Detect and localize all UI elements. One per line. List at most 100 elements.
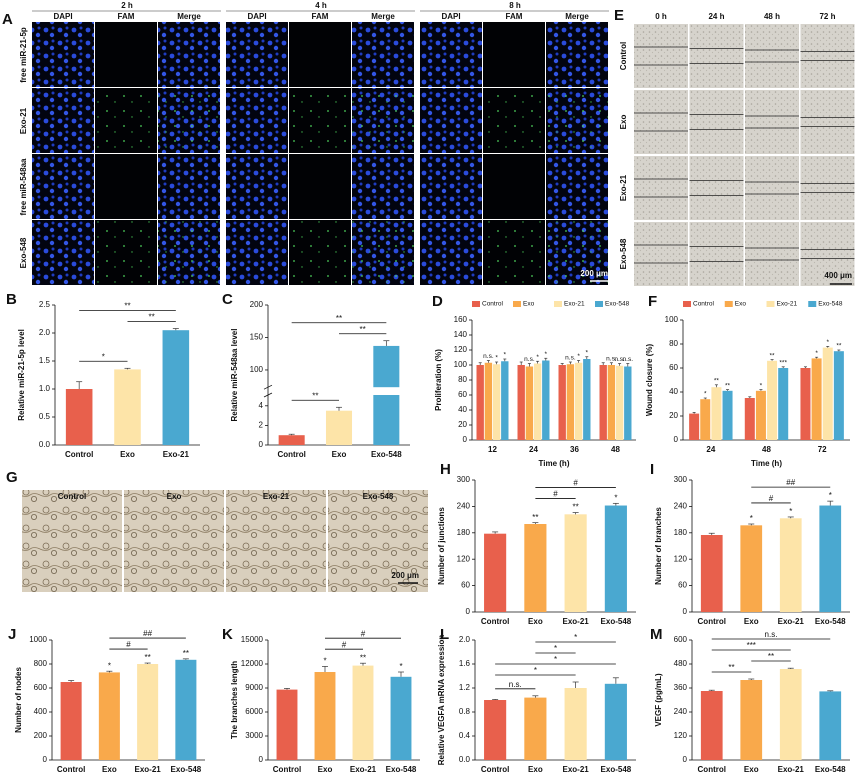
- x-tick-label: Control: [273, 765, 301, 774]
- y-tick-label: 0.5: [39, 412, 51, 421]
- column-label: Exo-548: [363, 492, 394, 501]
- y-tick-label: 360: [674, 683, 688, 692]
- significance-label: *: [789, 507, 792, 516]
- significance-label: **: [360, 325, 366, 334]
- significance-label: *: [504, 352, 507, 359]
- bar: [833, 351, 844, 440]
- significance-label: *: [495, 355, 498, 362]
- scale-bar-label: 400 μm: [824, 271, 852, 280]
- bar: [558, 365, 566, 440]
- significance-label: #: [769, 494, 774, 503]
- bar: [811, 358, 822, 440]
- axis-break: [263, 392, 273, 398]
- bar: [800, 368, 811, 440]
- y-tick-label: 200: [34, 731, 48, 740]
- bar: [566, 364, 575, 440]
- x-tick-label: Exo-21: [163, 450, 190, 459]
- y-tick-label: 60: [458, 390, 467, 399]
- legend-label: Control: [482, 301, 504, 308]
- micrograph: [158, 154, 220, 219]
- y-tick-label: 120: [457, 554, 471, 563]
- micrograph: [352, 154, 414, 219]
- y-tick-label: 2.0: [459, 635, 471, 644]
- fam-signal: [352, 220, 414, 285]
- wound-image: [800, 24, 855, 88]
- significance-label: **: [336, 314, 342, 323]
- y-tick-label: 12000: [241, 659, 264, 668]
- wound-image: [745, 90, 799, 154]
- bar: [525, 366, 534, 440]
- bar: [484, 700, 507, 760]
- bar: [98, 672, 120, 760]
- time-label: 2 h: [121, 1, 133, 10]
- micrograph: [226, 22, 288, 87]
- x-tick-label: Exo-21: [350, 765, 377, 774]
- fam-signal: [483, 220, 545, 285]
- x-tick-label: 36: [570, 445, 579, 454]
- wound-image: [689, 222, 744, 286]
- micrograph: [483, 154, 545, 219]
- y-tick-label: 180: [674, 528, 688, 537]
- x-tick-label: Exo-21: [563, 765, 590, 774]
- micrograph: [420, 154, 482, 219]
- micrograph: [546, 154, 608, 219]
- significance-label: *: [760, 382, 763, 389]
- panel-letter: L: [440, 626, 449, 643]
- bar: [517, 365, 525, 440]
- channel-label: Merge: [371, 12, 395, 21]
- significance-label: *: [102, 352, 105, 361]
- y-tick-label: 100: [250, 365, 264, 374]
- row-label: Exo: [619, 115, 628, 130]
- significance-label: #: [126, 640, 131, 649]
- legend-swatch: [472, 301, 480, 307]
- bar: [779, 669, 802, 760]
- legend-label: Exo-548: [818, 301, 843, 308]
- channel-label: DAPI: [441, 12, 460, 21]
- significance-label: *: [536, 354, 539, 361]
- y-axis-label: Number of junctions: [437, 507, 446, 585]
- channel-label: DAPI: [247, 12, 266, 21]
- y-tick-label: 3000: [245, 731, 263, 740]
- significance-label: **: [768, 652, 774, 661]
- bar: [604, 505, 627, 612]
- fam-signal: [546, 88, 608, 153]
- y-tick-label: 20: [458, 420, 467, 429]
- wound-image: [689, 156, 744, 220]
- y-tick-label: 0: [259, 440, 264, 449]
- panel-letter: K: [222, 626, 233, 643]
- y-tick-label: 160: [454, 315, 468, 324]
- wound-image: [745, 156, 799, 220]
- micrograph: [483, 22, 545, 87]
- bar: [778, 368, 789, 440]
- significance-label: *: [577, 353, 580, 360]
- x-tick-label: Control: [65, 450, 93, 459]
- row-label: Exo-548: [619, 238, 628, 269]
- significance-label: ##: [786, 478, 795, 487]
- channel-label: DAPI: [53, 12, 72, 21]
- panel-letter: H: [440, 461, 451, 478]
- row-label: Exo-21: [619, 174, 628, 201]
- wound-image: [800, 222, 855, 286]
- fam-signal: [95, 220, 157, 285]
- channel-label: FAM: [506, 12, 523, 21]
- significance-label: n.s.: [614, 356, 625, 363]
- panel-letter: M: [650, 626, 663, 643]
- time-label: 72 h: [819, 12, 835, 21]
- wound-image: [634, 156, 688, 220]
- y-tick-label: 60: [669, 363, 678, 372]
- y-tick-label: 600: [674, 635, 688, 644]
- significance-label: ***: [747, 641, 756, 650]
- scale-bar-label: 200 μm: [391, 571, 419, 580]
- x-tick-label: Exo: [318, 765, 333, 774]
- legend-swatch: [513, 301, 521, 307]
- bar: [615, 365, 624, 440]
- significance-label: *: [554, 644, 557, 653]
- channel-label: FAM: [118, 12, 135, 21]
- row-label: Exo-21: [19, 107, 28, 134]
- wound-image: [745, 24, 799, 88]
- wound-image: [800, 156, 855, 220]
- legend-swatch: [724, 301, 733, 307]
- bar: [604, 683, 627, 760]
